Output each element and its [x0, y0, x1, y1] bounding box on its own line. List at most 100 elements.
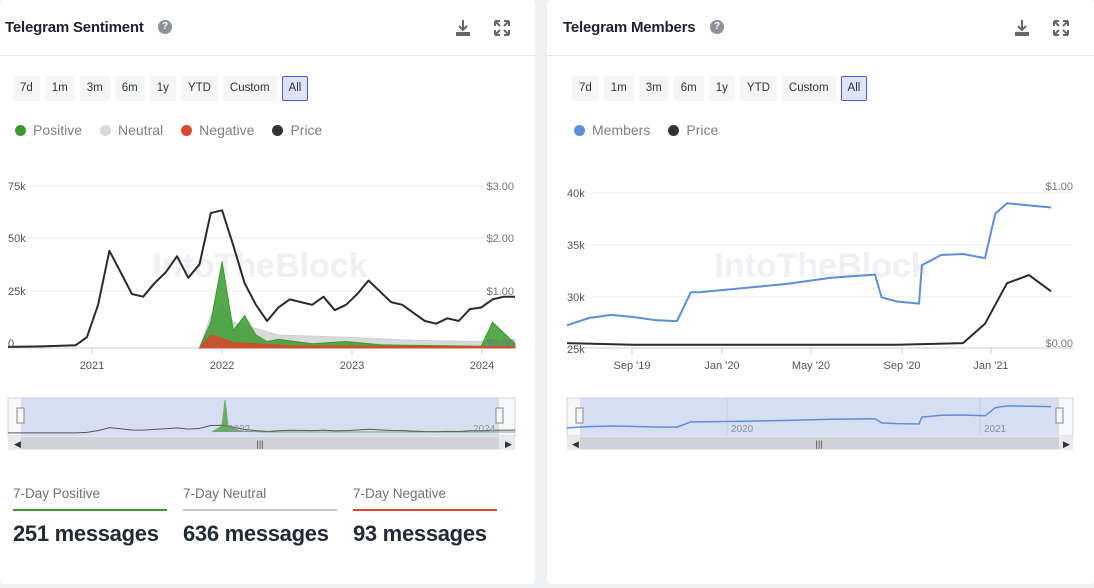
legend-label: Price	[686, 122, 719, 138]
y-left-tick: 50k	[8, 233, 26, 245]
range-7d-button[interactable]: 7d	[572, 76, 599, 101]
navigator-right-handle[interactable]	[1055, 407, 1064, 424]
scrollbar-thumb[interactable]	[21, 437, 499, 449]
y-left-tick: 35k	[567, 240, 585, 252]
navigator-selection[interactable]	[21, 398, 499, 436]
question-circle-icon[interactable]: ?	[710, 20, 724, 34]
chart-legend: Members Price	[574, 122, 718, 138]
y-right-tick: $2.00	[486, 233, 514, 245]
scroll-right-icon[interactable]: ▶	[505, 439, 512, 449]
navigator[interactable]: 2020 2021 ◀ ▶ |||	[566, 397, 1074, 450]
range-1m-button[interactable]: 1m	[603, 76, 634, 101]
seven-day-stats: 7-Day Positive 251 messages 7-Day Neutra…	[13, 486, 497, 547]
y-left-tick: 30k	[567, 292, 585, 304]
range-custom-button[interactable]: Custom	[781, 76, 836, 101]
question-circle-icon[interactable]: ?	[158, 20, 172, 34]
navigator-right-handle[interactable]	[495, 407, 504, 424]
stat-negative: 7-Day Negative 93 messages	[353, 486, 497, 547]
expand-icon[interactable]	[492, 18, 512, 38]
legend-negative[interactable]: Negative	[181, 122, 254, 138]
range-6m-button[interactable]: 6m	[114, 76, 145, 101]
stat-label: 7-Day Positive	[13, 486, 167, 511]
navigator-left-handle[interactable]	[16, 407, 25, 424]
range-3m-button[interactable]: 3m	[79, 76, 110, 101]
price-line	[566, 274, 1052, 346]
y-right-tick: $3.00	[486, 181, 514, 193]
price-swatch	[668, 124, 680, 136]
telegram-sentiment-panel: Telegram Sentiment ? 7d 1m 3m 6m 1y YTD …	[0, 0, 535, 584]
expand-icon[interactable]	[1051, 18, 1071, 38]
navigator-positive-line	[211, 399, 515, 433]
range-1m-button[interactable]: 1m	[44, 76, 75, 101]
navigator-members-line	[566, 405, 1052, 429]
legend-positive[interactable]: Positive	[15, 122, 82, 138]
navigator-selection[interactable]	[580, 398, 1059, 436]
members-chart[interactable]: IntoTheBlock 40k 35k 30k 25k $1.00 $0.00…	[547, 170, 1094, 460]
range-custom-button[interactable]: Custom	[222, 76, 277, 101]
range-all-button[interactable]: All	[840, 76, 868, 101]
navigator-left-handle[interactable]	[575, 407, 584, 424]
price-line	[7, 209, 515, 348]
y-left-tick: 25k	[567, 344, 585, 356]
range-1y-button[interactable]: 1y	[708, 76, 735, 101]
navigator-label: 2021	[984, 424, 1007, 435]
legend-label: Price	[290, 122, 323, 138]
neutral-area	[199, 304, 516, 349]
telegram-members-panel: Telegram Members ? 7d 1m 3m 6m 1y YTD Cu…	[547, 0, 1094, 584]
legend-price[interactable]: Price	[668, 122, 718, 138]
y-right-tick: $0.00	[1045, 338, 1073, 350]
x-ticks	[91, 348, 483, 354]
y-right-tick: $0.00	[486, 338, 514, 350]
x-tick: Jan '20	[704, 360, 739, 372]
stat-neutral: 7-Day Neutral 636 messages	[183, 486, 337, 547]
range-6m-button[interactable]: 6m	[673, 76, 704, 101]
scroll-right-icon[interactable]: ▶	[1063, 439, 1070, 449]
stat-label: 7-Day Neutral	[183, 486, 337, 511]
navigator[interactable]: 2022 2024 ◀ ▶ |||	[7, 397, 516, 450]
stat-value: 251 messages	[13, 521, 159, 546]
legend-label: Members	[592, 122, 651, 138]
download-icon[interactable]	[1012, 18, 1032, 38]
stat-value: 93 messages	[353, 521, 487, 546]
y-left-tick: 40k	[567, 188, 585, 200]
y-right-tick: $1.00	[1045, 181, 1073, 193]
members-swatch	[574, 124, 585, 136]
x-ticks	[631, 348, 992, 354]
stat-label: 7-Day Negative	[353, 486, 497, 511]
download-icon[interactable]	[453, 18, 473, 38]
y-left-tick: 25k	[8, 286, 26, 298]
x-tick: 2022	[210, 360, 234, 372]
legend-members[interactable]: Members	[574, 122, 650, 138]
range-ytd-button[interactable]: YTD	[180, 76, 218, 101]
x-tick: Sep '20	[884, 360, 921, 372]
panel-header: Telegram Sentiment ?	[0, 0, 535, 56]
y-left-tick: 75k	[8, 181, 26, 193]
negative-swatch	[181, 124, 193, 136]
range-ytd-button[interactable]: YTD	[739, 76, 777, 101]
scroll-left-icon[interactable]: ◀	[572, 439, 579, 449]
navigator-label: 2020	[731, 424, 754, 435]
x-tick: 2024	[470, 360, 494, 372]
members-series	[566, 202, 1052, 346]
legend-price[interactable]: Price	[272, 122, 322, 138]
sentiment-chart[interactable]: IntoTheBlock 75k 50k 25k 0 $3.00 $2.00 $…	[0, 170, 535, 460]
x-tick: 2023	[340, 360, 364, 372]
chart-legend: Positive Neutral Negative Price	[15, 122, 322, 138]
stat-value: 636 messages	[183, 521, 329, 546]
sentiment-series	[7, 209, 516, 349]
y-right-tick: $1.00	[486, 286, 514, 298]
scroll-left-icon[interactable]: ◀	[14, 439, 21, 449]
neutral-swatch	[100, 124, 112, 136]
legend-label: Negative	[199, 122, 255, 138]
legend-neutral[interactable]: Neutral	[100, 122, 163, 138]
range-1y-button[interactable]: 1y	[149, 76, 176, 101]
range-selector: 7d 1m 3m 6m 1y YTD Custom All	[13, 76, 309, 101]
x-tick: Jan '21	[973, 360, 1008, 372]
watermark: IntoTheBlock	[152, 247, 367, 285]
range-7d-button[interactable]: 7d	[13, 76, 40, 101]
range-all-button[interactable]: All	[281, 76, 309, 101]
positive-swatch	[15, 124, 26, 136]
range-3m-button[interactable]: 3m	[638, 76, 669, 101]
panel-title: Telegram Members	[563, 19, 696, 36]
scrollbar-thumb[interactable]	[580, 437, 1059, 449]
